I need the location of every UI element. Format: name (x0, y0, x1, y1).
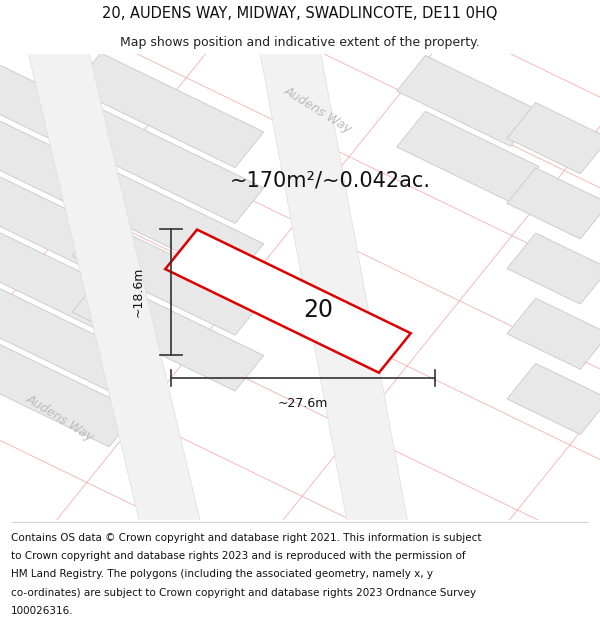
Polygon shape (507, 102, 600, 174)
Polygon shape (397, 111, 539, 202)
Polygon shape (72, 276, 264, 391)
Polygon shape (0, 332, 138, 447)
Polygon shape (72, 165, 264, 279)
Polygon shape (0, 109, 138, 223)
Text: Map shows position and indicative extent of the property.: Map shows position and indicative extent… (120, 36, 480, 49)
Text: ~170m²/~0.042ac.: ~170m²/~0.042ac. (229, 170, 431, 190)
Text: ~27.6m: ~27.6m (278, 397, 328, 410)
Text: Audens Way: Audens Way (24, 392, 96, 444)
Text: 100026316.: 100026316. (11, 606, 73, 616)
Polygon shape (0, 221, 138, 335)
Polygon shape (507, 298, 600, 369)
Polygon shape (72, 221, 264, 335)
Polygon shape (507, 233, 600, 304)
Text: 20, AUDENS WAY, MIDWAY, SWADLINCOTE, DE11 0HQ: 20, AUDENS WAY, MIDWAY, SWADLINCOTE, DE1… (102, 6, 498, 21)
Polygon shape (19, 4, 215, 594)
Text: HM Land Registry. The polygons (including the associated geometry, namely x, y: HM Land Registry. The polygons (includin… (11, 569, 433, 579)
Text: co-ordinates) are subject to Crown copyright and database rights 2023 Ordnance S: co-ordinates) are subject to Crown copyr… (11, 588, 476, 598)
Polygon shape (253, 4, 419, 593)
Polygon shape (507, 363, 600, 434)
Polygon shape (397, 56, 539, 146)
Polygon shape (165, 229, 411, 372)
Polygon shape (0, 53, 138, 168)
Text: to Crown copyright and database rights 2023 and is reproduced with the permissio: to Crown copyright and database rights 2… (11, 551, 466, 561)
Polygon shape (72, 109, 264, 223)
Polygon shape (0, 276, 138, 391)
Text: Audens Way: Audens Way (282, 84, 354, 136)
Polygon shape (0, 165, 138, 279)
Text: Contains OS data © Crown copyright and database right 2021. This information is : Contains OS data © Crown copyright and d… (11, 532, 481, 542)
Polygon shape (507, 168, 600, 239)
Polygon shape (72, 53, 264, 168)
Text: ~18.6m: ~18.6m (131, 267, 145, 317)
Text: 20: 20 (303, 299, 333, 322)
